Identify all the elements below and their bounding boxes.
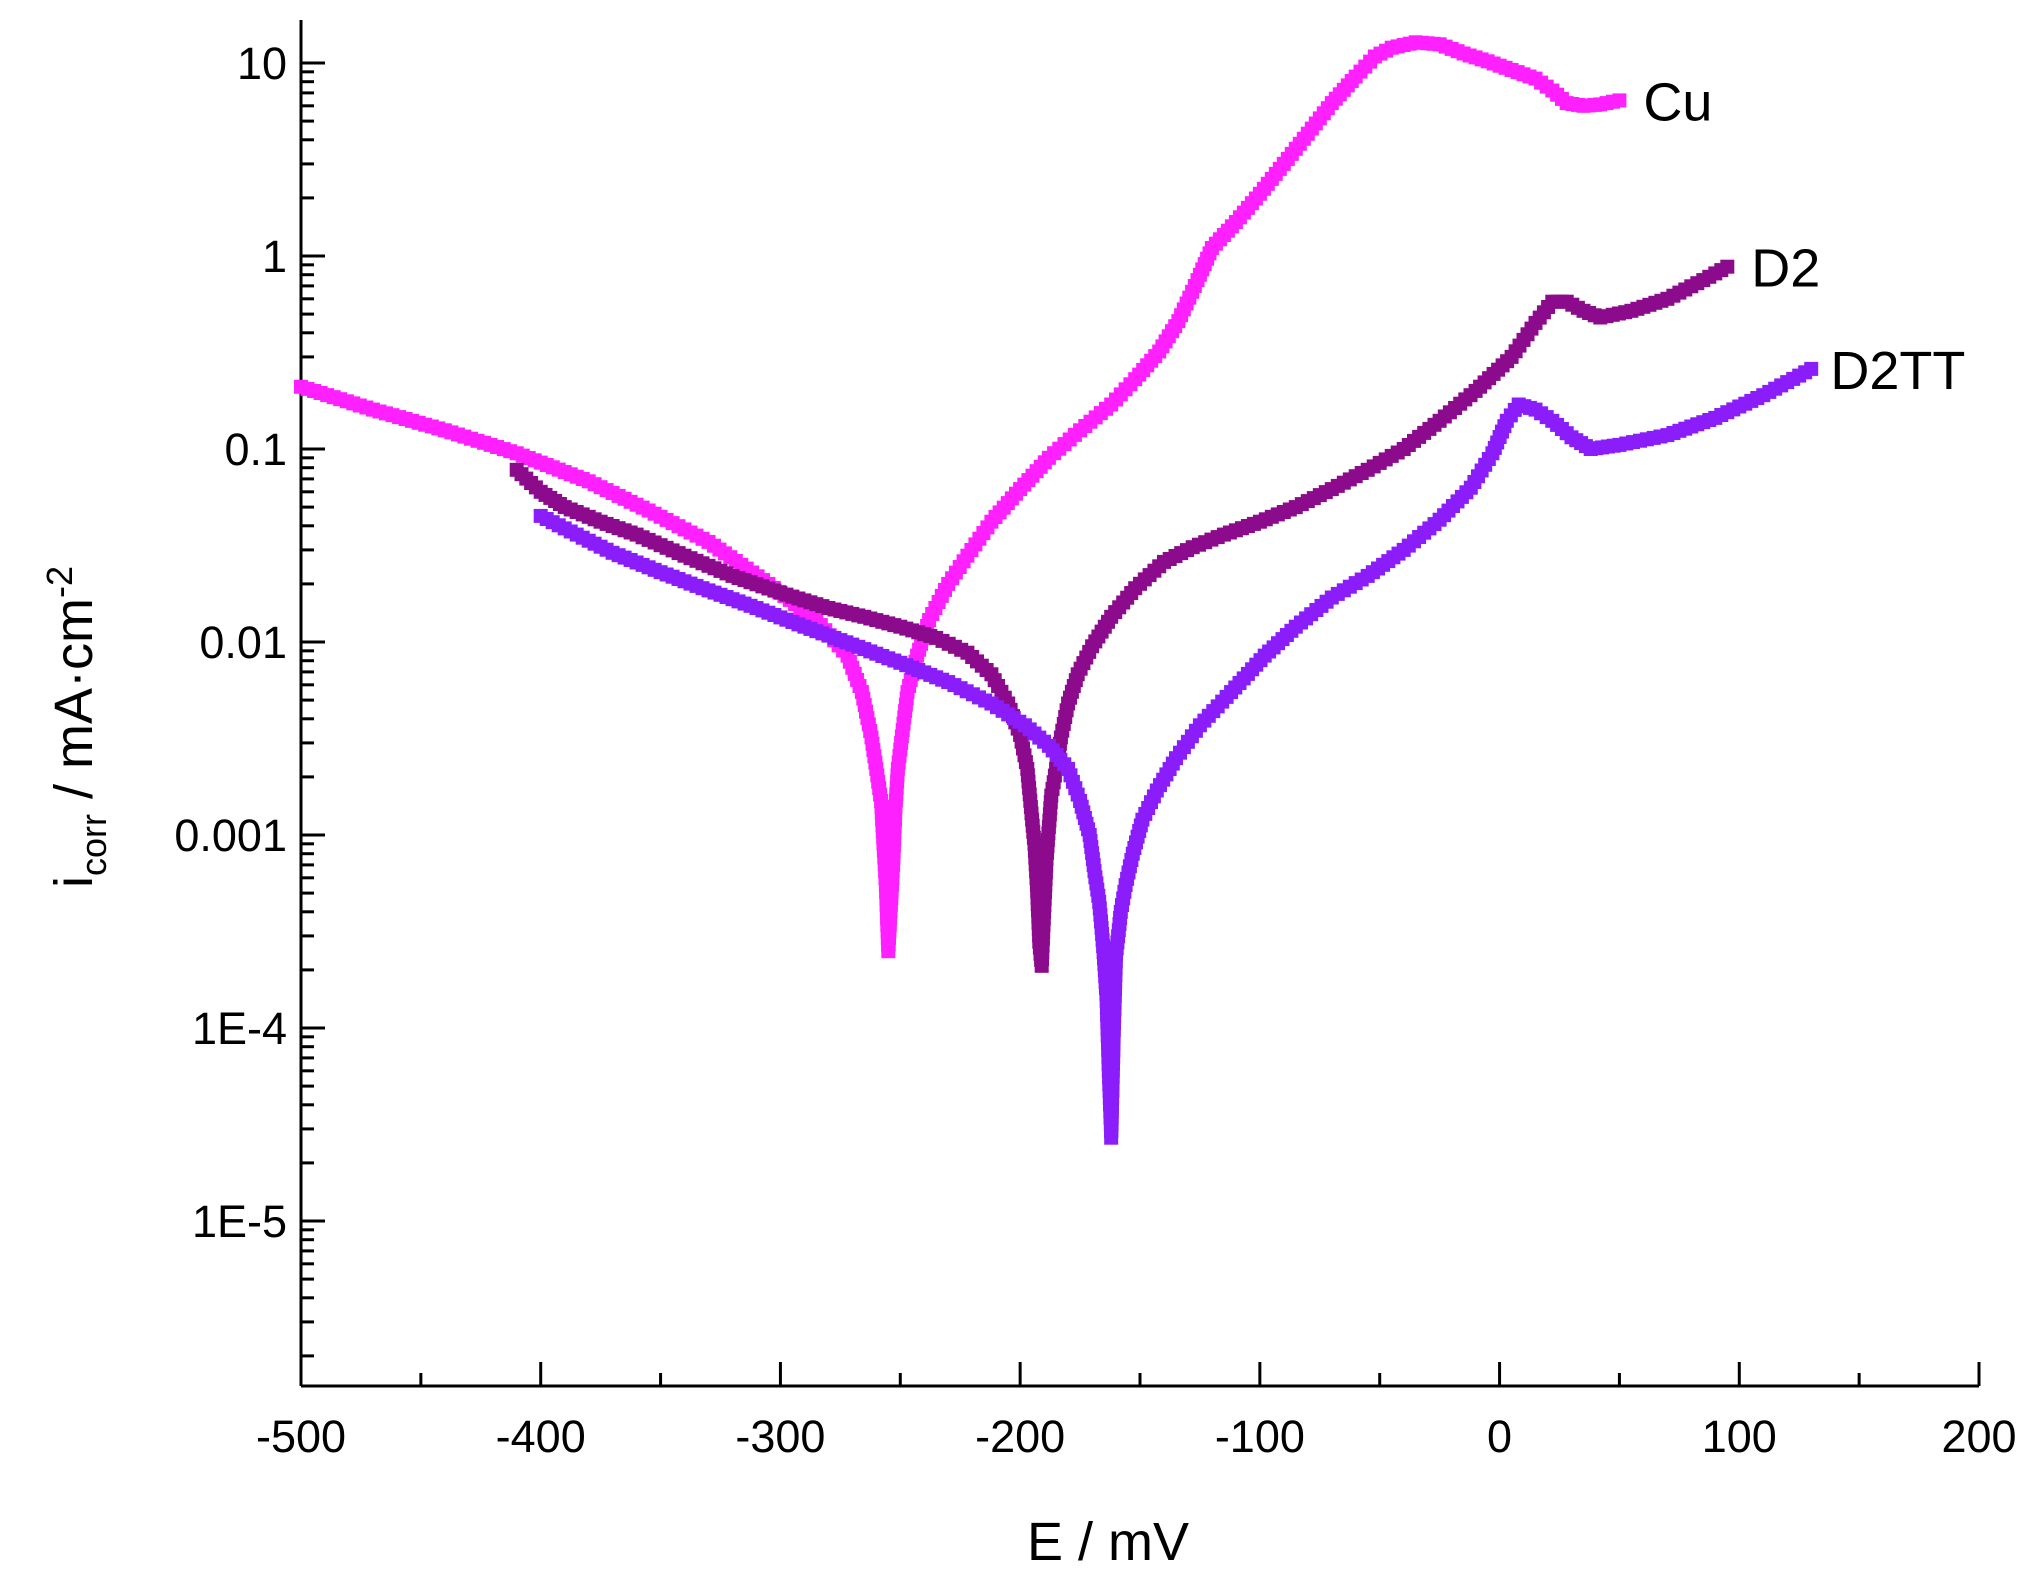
- data-point: [1804, 361, 1819, 376]
- x-axis-title: E / mV: [1027, 1512, 1189, 1572]
- series-d2: [509, 259, 1735, 973]
- x-tick-label: 200: [1941, 1411, 2016, 1462]
- x-tick-label: -100: [1215, 1411, 1305, 1462]
- series-label-d2: D2: [1751, 239, 1820, 299]
- y-tick-label: 10: [237, 38, 287, 89]
- y-tick-label: 0.001: [174, 810, 287, 861]
- y-tick-label: 0.1: [224, 424, 287, 475]
- y-axis-title-main: i: [44, 876, 104, 888]
- x-tick-label: 100: [1702, 1411, 1777, 1462]
- series-cu: [294, 35, 1627, 959]
- data-point: [1612, 93, 1627, 108]
- series-layer: [294, 35, 1819, 1145]
- series-label-d2tt: D2TT: [1830, 341, 1965, 401]
- y-tick-label: 0.01: [199, 617, 287, 668]
- y-tick-label: 1: [262, 231, 287, 282]
- y-axis-title-rest: / mA·cm: [44, 598, 104, 814]
- series-d2tt: [533, 361, 1819, 1145]
- y-tick-label: 1E-5: [192, 1196, 287, 1247]
- x-tick-label: -400: [496, 1411, 586, 1462]
- x-tick-label: -500: [256, 1411, 346, 1462]
- x-tick-label: -300: [735, 1411, 825, 1462]
- y-axis-title: icorr / mA·cm-2: [39, 566, 114, 888]
- y-axis-title-sup: -2: [39, 566, 80, 598]
- y-tick-label: 1E-4: [192, 1003, 287, 1054]
- x-tick-label: -200: [975, 1411, 1065, 1462]
- axes: -500 -400 -300 -200 -100 0 100 200 10 1 0.1 0.01 0.0…: [174, 20, 2017, 1462]
- y-axis-title-sub: corr: [73, 814, 114, 876]
- x-tick-label: 0: [1487, 1411, 1512, 1462]
- series-label-cu: Cu: [1643, 72, 1712, 132]
- series-line: [300, 41, 1620, 952]
- data-point: [1720, 259, 1735, 274]
